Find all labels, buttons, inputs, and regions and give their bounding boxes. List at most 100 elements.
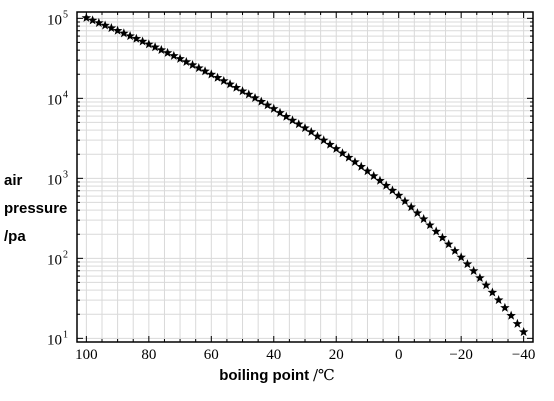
- data-point-star: [194, 63, 204, 73]
- data-point-star: [106, 23, 117, 33]
- data-point-star: [262, 100, 273, 110]
- data-point-star: [475, 272, 485, 283]
- data-point-star: [312, 131, 323, 141]
- data-point-star: [87, 15, 98, 25]
- x-axis-label-unit: /℃: [312, 366, 335, 384]
- data-point-star: [350, 157, 360, 167]
- x-tick-label: 40: [266, 347, 281, 363]
- data-point-star: [431, 226, 441, 236]
- data-point-star: [181, 56, 192, 66]
- plot-frame: [76, 11, 534, 343]
- data-point-star: [437, 232, 448, 242]
- data-point-star: [300, 123, 310, 133]
- data-point-star: [518, 327, 529, 337]
- data-point-star: [493, 295, 504, 305]
- data-point-star: [425, 220, 435, 230]
- data-point-star: [400, 196, 410, 206]
- data-point-star: [393, 190, 404, 200]
- data-point-star: [162, 47, 173, 57]
- grid: [77, 12, 533, 342]
- data-point-star: [500, 302, 510, 312]
- data-point-star: [150, 42, 160, 52]
- data-point-star: [231, 82, 242, 92]
- data-point-star: [119, 28, 129, 38]
- data-point-star: [306, 126, 316, 136]
- x-tick-label: 80: [141, 347, 156, 363]
- data-point-star: [187, 60, 198, 70]
- x-tick-labels: 100 80 60 40 20 0 −20 −40: [75, 347, 535, 363]
- y-tick-label-exponent: 5: [63, 9, 68, 20]
- data-point-star: [456, 252, 466, 262]
- data-point-star: [450, 245, 460, 255]
- data-point-star: [487, 287, 498, 297]
- data-point-star: [375, 175, 385, 185]
- data-point-star: [100, 20, 110, 30]
- data-point-star: [387, 185, 398, 195]
- y-axis-label-line-3: /pa: [4, 228, 26, 245]
- y-tick-label-exponent: 3: [63, 169, 68, 180]
- data-point-star: [125, 31, 135, 41]
- y-tick-label-base: 10: [47, 332, 62, 348]
- x-tick-label: 100: [75, 347, 98, 363]
- data-point-star: [81, 12, 92, 22]
- data-point-star: [287, 115, 298, 125]
- data-point-star: [418, 214, 429, 224]
- data-point-star: [137, 36, 148, 46]
- data-point-star: [506, 310, 516, 320]
- data-point-star: [219, 75, 229, 85]
- data-point-star: [294, 119, 304, 129]
- y-tick-label-exponent: 1: [63, 329, 68, 340]
- data-point-star: [169, 50, 179, 60]
- data-point-star: [325, 139, 335, 149]
- x-tick-label: −40: [512, 347, 535, 363]
- data-point-star: [250, 92, 260, 103]
- data-series: [81, 12, 529, 337]
- data-point-star: [244, 89, 254, 99]
- data-point-star: [206, 69, 217, 79]
- data-point-star: [212, 72, 223, 82]
- y-axis-label-line-1: air: [4, 172, 23, 189]
- data-point-star: [112, 25, 123, 35]
- data-point-star: [362, 166, 373, 176]
- data-point-star: [156, 45, 167, 55]
- data-point-star: [331, 143, 341, 153]
- data-point-star: [144, 39, 154, 49]
- y-tick-label-exponent: 2: [63, 249, 68, 260]
- y-tick-label-base: 10: [47, 252, 62, 268]
- data-point-star: [443, 239, 454, 249]
- y-axis-label-line-2: pressure: [4, 200, 68, 217]
- data-point-star: [343, 152, 354, 162]
- data-point-star: [406, 202, 416, 212]
- data-point-star: [175, 53, 185, 63]
- data-point-star: [381, 180, 391, 190]
- data-point-star: [225, 79, 235, 89]
- x-tick-label: 60: [204, 347, 219, 363]
- data-point-star: [237, 86, 248, 96]
- data-point-star: [275, 107, 285, 117]
- data-point-star: [481, 280, 491, 290]
- y-tick-label-base: 10: [47, 172, 62, 188]
- data-point-star: [269, 103, 279, 113]
- data-point-star: [512, 318, 523, 328]
- y-tick-label-exponent: 4: [63, 89, 68, 100]
- data-point-star: [468, 265, 479, 276]
- data-point-star: [318, 135, 329, 145]
- data-point-star: [412, 208, 423, 218]
- x-tick-label: −20: [449, 347, 472, 363]
- data-point-star: [356, 161, 366, 171]
- x-axis-label-text: boiling point: [219, 367, 310, 384]
- x-tick-label: 20: [329, 347, 344, 363]
- y-tick-label-base: 10: [47, 92, 62, 108]
- data-point-star: [131, 33, 142, 43]
- data-point-star: [200, 66, 210, 76]
- x-tick-label: 0: [395, 347, 403, 363]
- y-tick-label-base: 10: [47, 12, 62, 28]
- data-point-star: [368, 170, 379, 181]
- data-point-star: [94, 17, 104, 27]
- data-point-star: [256, 96, 267, 106]
- data-point-star: [281, 111, 292, 121]
- x-axis-label: boiling point /℃: [0, 366, 554, 385]
- data-point-star: [337, 148, 348, 158]
